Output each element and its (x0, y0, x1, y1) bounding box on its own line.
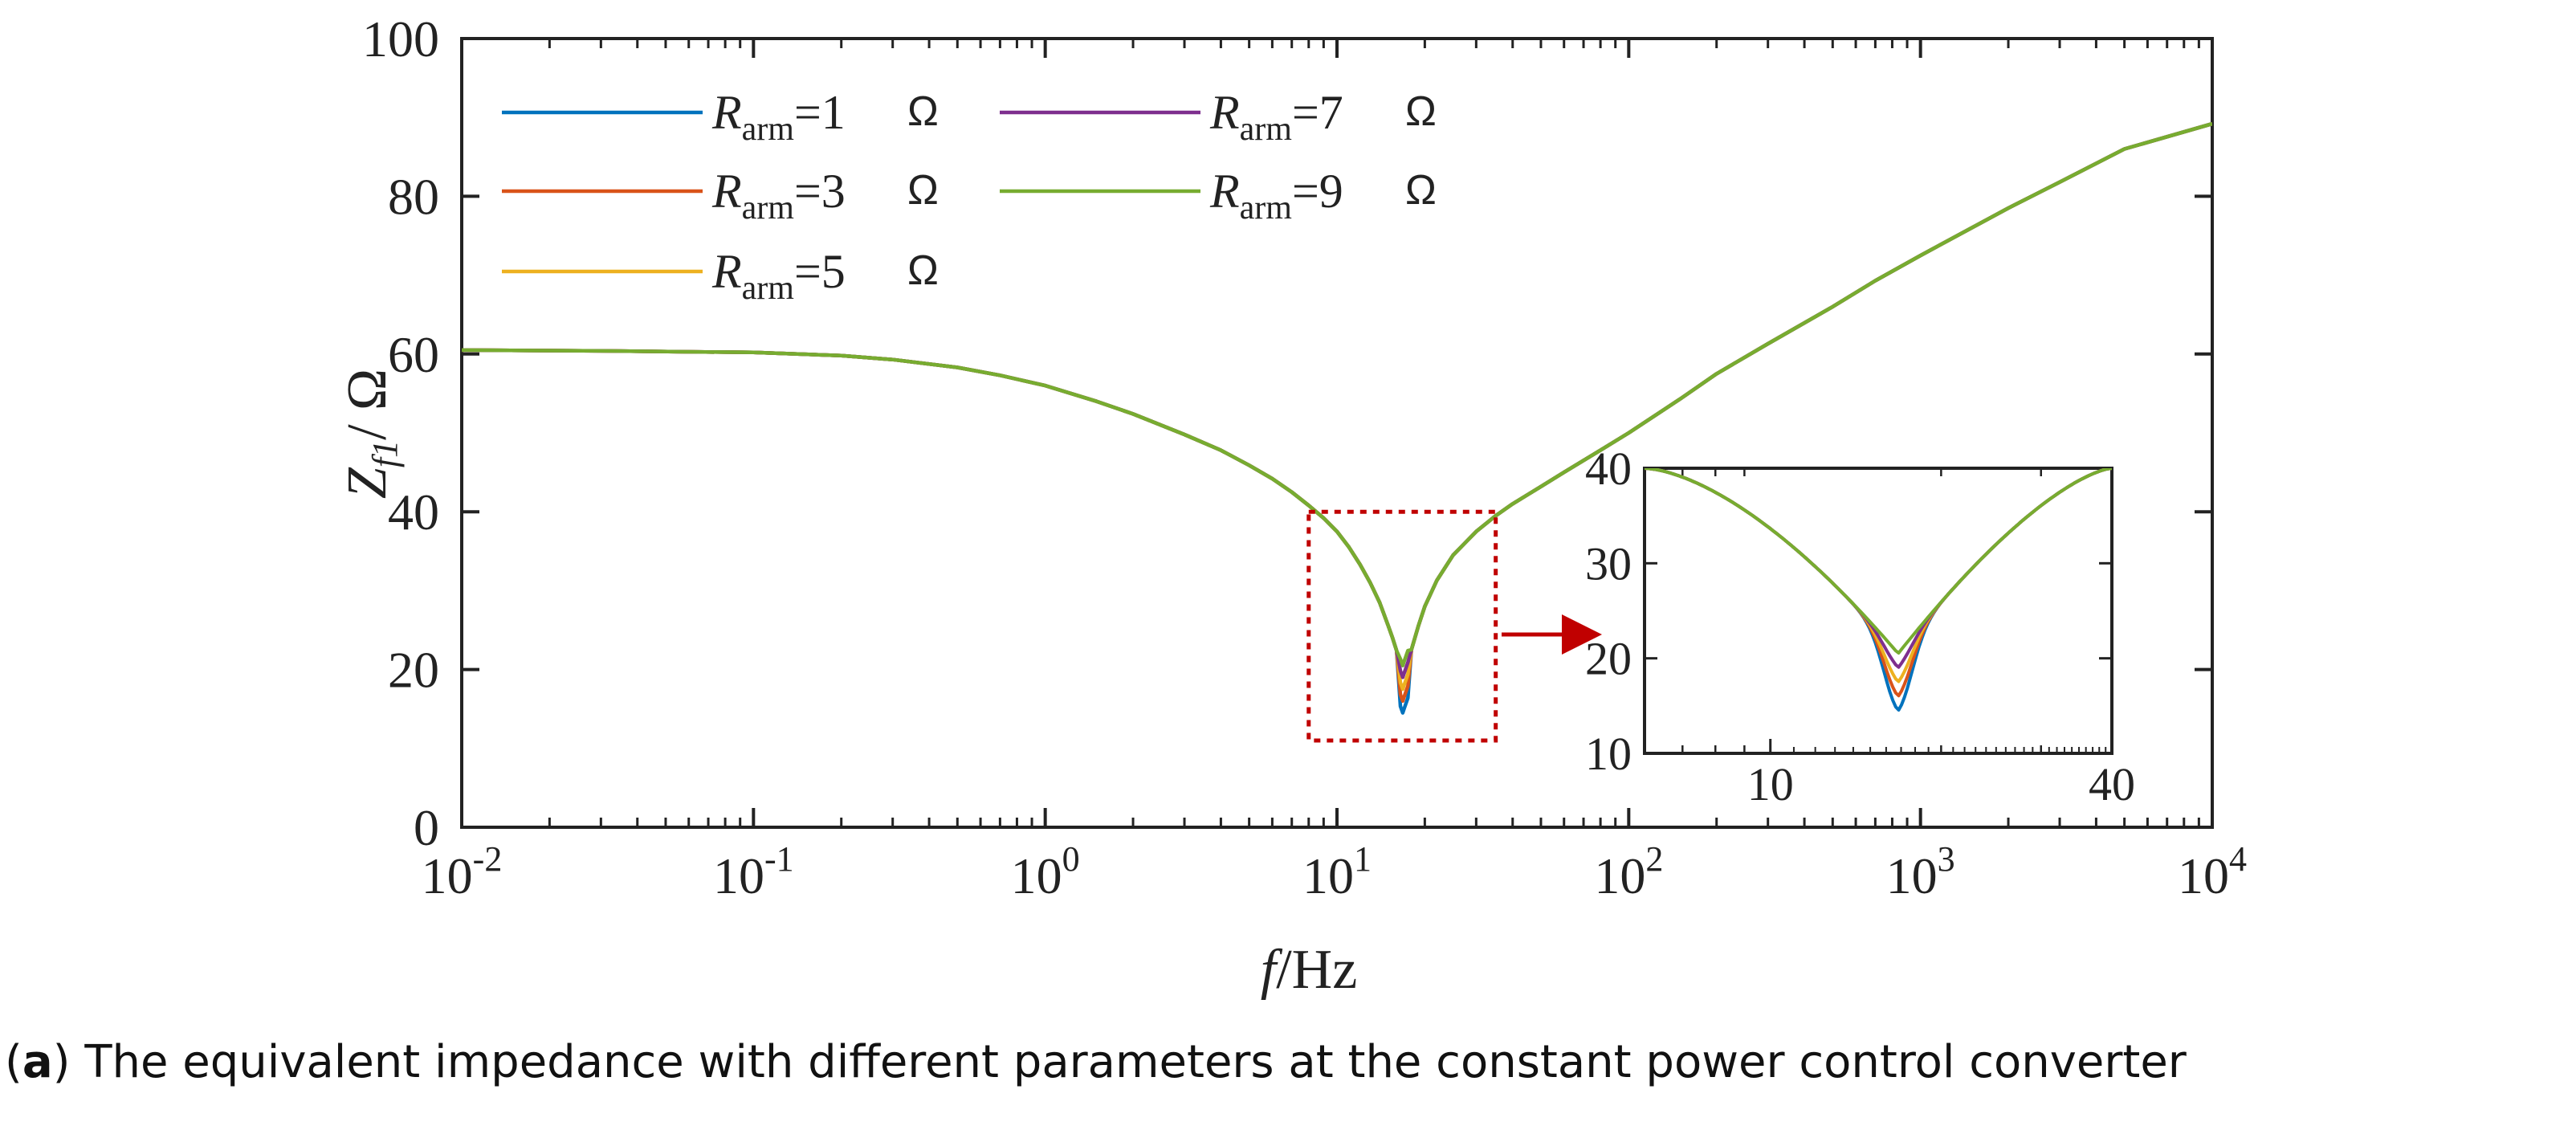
legend-unit: Ω (1405, 88, 1437, 135)
y-tick-label: 20 (388, 642, 439, 699)
caption-label: a (22, 1036, 53, 1088)
inset-y-tick-label: 30 (1585, 537, 1632, 590)
inset-y-tick-label: 10 (1585, 728, 1632, 780)
inset-y-tick-label: 20 (1585, 633, 1632, 685)
legend-item: Rarm=7 Ω (1000, 86, 1437, 148)
legend-item: Rarm=9 Ω (1000, 165, 1437, 226)
legend-item: Rarm=1 Ω (502, 86, 939, 148)
legend-label: Rarm=9 (1209, 165, 1343, 226)
y-axis-title: Zf1/ Ω (336, 369, 405, 499)
x-axis-title: f/Hz (1261, 939, 1358, 1001)
main-series-group (462, 121, 2212, 715)
legend-unit: Ω (1405, 167, 1437, 214)
series-line (462, 121, 2212, 667)
legend-label: Rarm=7 (1209, 86, 1343, 148)
legend-label: Rarm=1 (711, 86, 846, 148)
x-tick-label: 101 (1302, 839, 1372, 904)
figure-caption: (a) The equivalent impedance with differ… (5, 1036, 2187, 1088)
y-tick-label: 40 (388, 483, 439, 541)
x-tick-label: 103 (1886, 839, 1955, 904)
y-tick-labels: 0 20 40 60 80 100 (362, 10, 439, 856)
inset-y-tick-label: 40 (1585, 443, 1632, 495)
y-tick-label: 0 (414, 799, 439, 856)
impedance-chart: 10-2 10-1 100 101 102 103 104 0 20 40 60 80 100 f/H… (336, 10, 2247, 1001)
x-tick-label: 10-2 (422, 839, 503, 904)
legend-unit: Ω (907, 247, 939, 294)
legend-item: Rarm=3 Ω (502, 165, 939, 226)
legend-unit: Ω (907, 167, 939, 214)
legend-label: Rarm=3 (711, 165, 846, 226)
inset-x-tick-label: 10 (1747, 758, 1794, 810)
x-tick-labels: 10-2 10-1 100 101 102 103 104 (422, 839, 2247, 904)
inset-series-group (1645, 468, 2112, 712)
inset-x-tick-label: 40 (2089, 758, 2135, 810)
inset-series-line (1645, 468, 2112, 655)
caption-text: The equivalent impedance with different … (84, 1036, 2187, 1088)
x-tick-label: 102 (1594, 839, 1663, 904)
y-tick-label: 100 (362, 10, 439, 67)
inset-frame (1643, 467, 2113, 755)
legend-unit: Ω (907, 88, 939, 135)
x-tick-label: 10-1 (713, 839, 794, 904)
legend-label: Rarm=5 (711, 245, 846, 307)
legend-item: Rarm=5 Ω (502, 245, 939, 307)
inset-tick-labels: 10 20 30 40 10 40 (1585, 443, 2135, 810)
main-axis-ticks (460, 37, 2214, 829)
zoom-region-box (1306, 509, 1498, 743)
x-tick-label: 100 (1011, 839, 1080, 904)
y-tick-label: 60 (388, 326, 439, 383)
x-tick-label: 104 (2178, 839, 2247, 904)
y-tick-label: 80 (388, 168, 439, 225)
legend: Rarm=1 Ω Rarm=3 Ω Rarm=5 Ω Rarm=7 Ω Rarm=9 Ω (502, 86, 1437, 307)
